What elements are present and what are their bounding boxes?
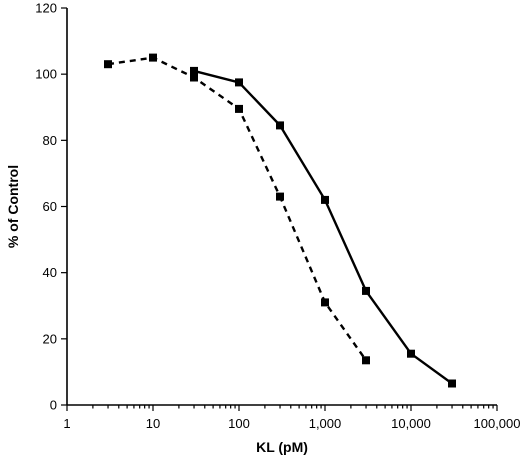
data-point [407,349,415,358]
y-tick-label: 40 [43,265,57,280]
data-point [321,195,329,204]
series-2 [104,53,370,365]
data-point [104,60,112,69]
data-point [448,379,456,388]
series-line [107,56,367,361]
y-tick-label: 20 [43,331,57,346]
data-point [190,73,198,82]
data-point [235,78,243,87]
data-point [362,356,370,365]
y-axis-ticks: 0 20 40 60 80 100 120 [35,1,67,413]
x-tick-label: 1 [63,416,70,431]
series-1 [190,66,456,388]
data-point [190,66,198,75]
x-tick-label: 100,000 [474,416,520,431]
y-tick-label: 100 [35,67,57,82]
data-point [362,286,370,295]
series-line [193,69,453,385]
x-axis-ticks: 1 10 100 1,000 10,000 100,000 [63,405,520,431]
data-point [321,298,329,307]
y-tick-label: 0 [50,398,57,413]
y-tick-label: 80 [43,133,57,148]
y-tick-label: 120 [35,1,57,16]
x-tick-label: 100 [228,416,250,431]
x-tick-label: 1,000 [309,416,342,431]
y-axis-title: % of Control [5,165,21,248]
data-point [276,121,284,130]
series-group [104,53,456,388]
x-tick-label: 10,000 [391,416,431,431]
data-point [276,192,284,201]
data-point [149,53,157,62]
y-tick-label: 60 [43,199,57,214]
x-axis-title: KL (pM) [256,439,308,455]
data-point [235,104,243,113]
x-tick-label: 10 [146,416,160,431]
